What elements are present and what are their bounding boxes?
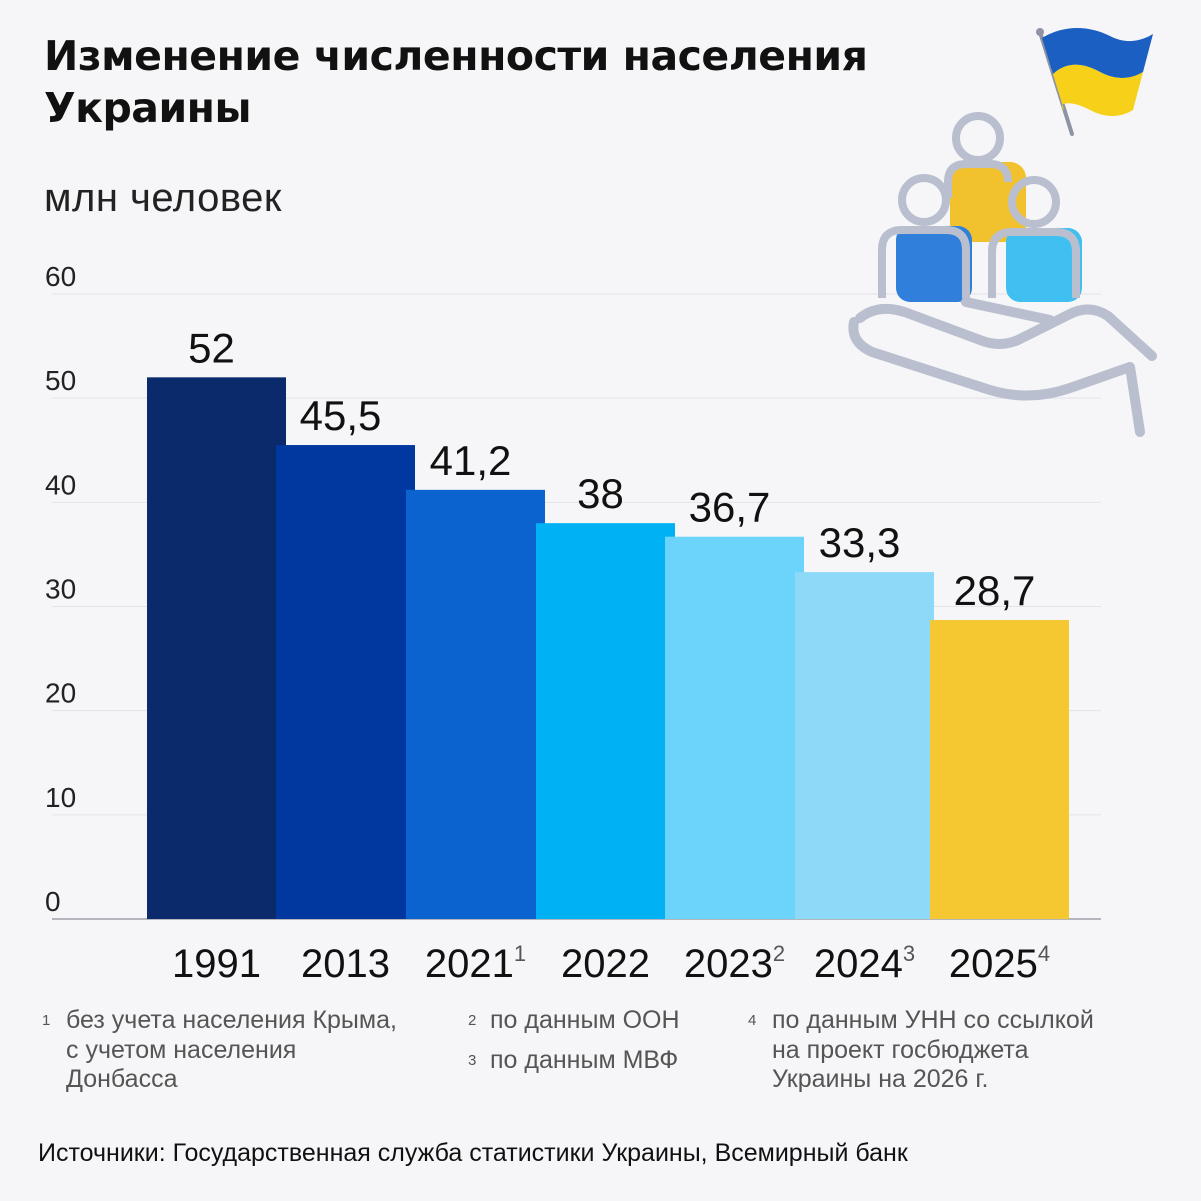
x-tick-label: 20211 [425,941,526,986]
footnote-number: 3 [468,1052,477,1069]
footnote-text: без учета населения Крыма, с учетом насе… [66,1006,397,1093]
footnote-marker: 3 [903,941,915,966]
value-label: 52 [188,324,235,371]
ukraine-flag-icon [1036,28,1153,136]
x-tick-label: 2013 [301,942,390,986]
y-tick-label: 10 [45,782,76,813]
y-tick-label: 20 [45,678,76,709]
bar-2023 [665,536,804,919]
bar-1991 [147,377,286,919]
bar-2022 [536,523,675,919]
value-label: 38 [577,470,624,517]
flag-yellow-stripe [1053,64,1143,116]
value-label: 36,7 [689,484,771,531]
footnote-4: 4 по данным УНН со ссылкой на проект гос… [748,1006,1172,1095]
footnote-2: 2 по данным ООН [468,1006,730,1036]
x-tick-label: 20254 [949,941,1050,986]
x-tick-label: 20232 [684,941,785,986]
footnote-number: 2 [468,1012,477,1029]
footnote-number: 4 [748,1012,757,1029]
footnote-3: 3 по данным МВФ [468,1046,730,1076]
bar-2024 [795,572,934,919]
x-tick-label: 2022 [561,942,650,986]
footnote-marker: 1 [514,941,526,966]
value-label: 33,3 [819,519,901,566]
footnote-1: 1 без учета населения Крыма, с учетом на… [42,1006,456,1095]
footnote-number: 1 [42,1012,51,1029]
footnote-text: по данным МВФ [490,1046,679,1074]
x-tick-label: 1991 [172,942,261,986]
value-label: 41,2 [430,437,512,484]
bar-2025 [930,620,1069,919]
footnote-text: по данным УНН со ссылкой на проект госбю… [772,1006,1094,1093]
y-tick-label: 60 [45,261,76,292]
footnote-marker: 4 [1038,941,1050,966]
footnote-text: по данным ООН [490,1006,680,1034]
x-tick-label: 20243 [814,941,915,986]
people-group-icon [878,112,1082,302]
bar-2021 [406,489,545,919]
y-tick-label: 30 [45,574,76,605]
hand-icon [848,297,1157,437]
unit-label: млн человек [44,176,282,220]
source-note: Источники: Государственная служба статис… [38,1139,908,1167]
people-in-hand-illustration [848,28,1157,437]
y-tick-label: 0 [45,886,61,917]
bar-2013 [276,445,415,919]
y-tick-label: 50 [45,365,76,396]
value-label: 28,7 [954,567,1036,614]
bar-chart: 0 10 20 30 40 50 60 52 1991 45,5 2013 41,2 20211 38 2… [45,261,1101,986]
value-label: 45,5 [300,392,382,439]
footnote-marker: 2 [773,941,785,966]
flag-blue-stripe [1042,28,1153,78]
y-tick-label: 40 [45,469,76,500]
chart-title: Изменение численности населения Украины [44,32,868,132]
